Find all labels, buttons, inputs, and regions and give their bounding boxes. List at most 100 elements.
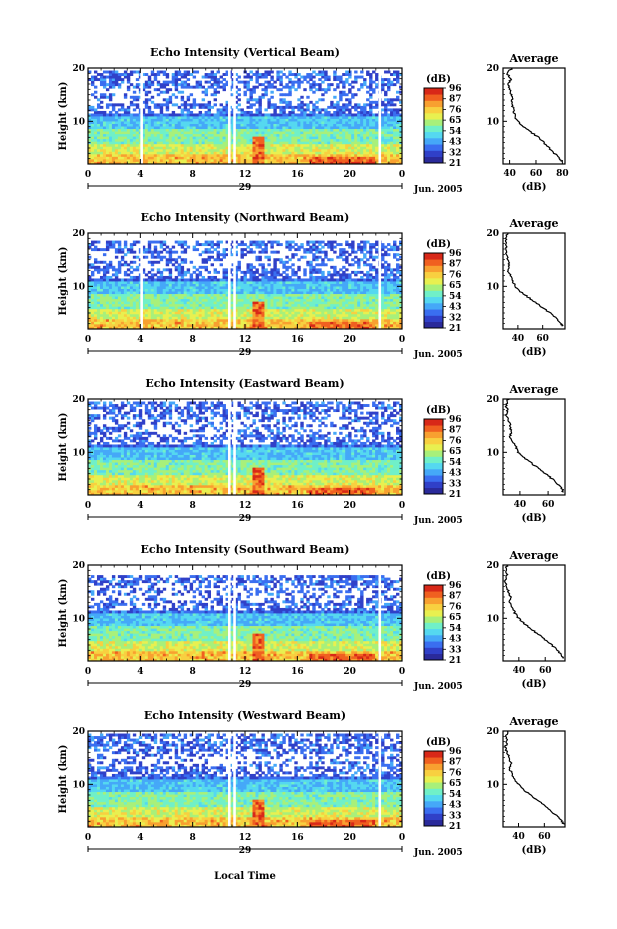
- x-tick-label: 0: [85, 170, 91, 180]
- colorbar-segment: [424, 591, 443, 598]
- colorbar-segment: [424, 813, 443, 821]
- x-tick-label: 16: [291, 667, 304, 677]
- y-tick-label: 20: [72, 395, 85, 405]
- average-title: Average: [508, 52, 558, 65]
- colorbar-tick-label: 87: [449, 426, 462, 436]
- colorbar-frame: [423, 418, 444, 495]
- average-y-tick-label: 20: [486, 229, 499, 239]
- colorbar-frame: [423, 87, 444, 164]
- colorbar-segment: [424, 138, 443, 145]
- x-tick-label: 16: [291, 170, 304, 180]
- colorbar-tick-label: 76: [449, 105, 462, 115]
- average-title: Average: [508, 383, 558, 396]
- panel-0: Echo Intensity (Vertical Beam)1020Height…: [58, 46, 569, 195]
- date-label: Jun. 2005: [413, 350, 463, 360]
- x-tick-label: 20: [343, 335, 356, 345]
- colorbar-frame: [423, 584, 444, 661]
- x-tick-label: 8: [190, 667, 196, 677]
- average-x-tick-label: 60: [542, 500, 555, 510]
- colorbar-segment: [424, 647, 443, 655]
- average-frame: [502, 398, 566, 496]
- colorbar-tick-label: 32: [449, 313, 462, 323]
- x-tick-label: 4: [137, 501, 143, 511]
- colorbar-segment: [424, 456, 443, 464]
- colorbar-segment: [424, 603, 443, 611]
- average-profile-line: [504, 232, 564, 327]
- colorbar-segment: [424, 794, 443, 802]
- day-label: 29: [239, 680, 252, 690]
- y-tick-label: 20: [72, 229, 85, 239]
- colorbar-segment: [424, 265, 443, 273]
- data-gap: [378, 565, 382, 661]
- y-tick-label: 10: [72, 614, 85, 624]
- colorbar-segment: [424, 597, 443, 605]
- colorbar-tick-label: 21: [449, 822, 462, 832]
- colorbar-tick-label: 76: [449, 768, 462, 778]
- average-x-label: (dB): [522, 679, 547, 690]
- colorbar-segment: [424, 776, 443, 783]
- colorbar-segment: [424, 303, 443, 310]
- colorbar-segment: [424, 653, 443, 661]
- colorbar-segment: [424, 106, 443, 114]
- panel-title: Echo Intensity (Southward Beam): [141, 543, 350, 556]
- colorbar-segment: [424, 144, 443, 151]
- colorbar-segment: [424, 469, 443, 476]
- heatmap-cells: [88, 240, 403, 330]
- colorbar-segment: [424, 88, 443, 95]
- colorbar-tick-label: 65: [449, 779, 462, 789]
- panel-4: Echo Intensity (Westward Beam)1020Height…: [58, 709, 566, 858]
- colorbar-segment: [424, 462, 443, 470]
- y-tick-label: 10: [72, 448, 85, 458]
- colorbar-tick-label: 43: [449, 801, 462, 811]
- colorbar-segment: [424, 315, 443, 323]
- data-gap: [140, 233, 143, 329]
- colorbar-tick-label: 54: [449, 624, 462, 634]
- colorbar-segment: [424, 253, 443, 260]
- colorbar-label: (dB): [426, 737, 451, 748]
- data-gap: [228, 68, 231, 164]
- colorbar-tick-label: 96: [449, 84, 462, 94]
- average-x-tick-label: 80: [556, 169, 569, 179]
- average-x-tick-label: 40: [513, 666, 526, 676]
- colorbar-label: (dB): [426, 405, 451, 416]
- average-y-tick-label: 20: [486, 727, 499, 737]
- colorbar-segment: [424, 100, 443, 108]
- x-tick-label: 0: [399, 667, 405, 677]
- heatmap-cells: [88, 575, 403, 662]
- colorbar-segment: [424, 290, 443, 298]
- x-tick-label: 12: [239, 667, 252, 677]
- colorbar-segment: [424, 585, 443, 592]
- x-tick-label: 0: [85, 501, 91, 511]
- x-tick-label: 4: [137, 667, 143, 677]
- x-tick-label: 0: [399, 501, 405, 511]
- data-gap: [233, 68, 236, 164]
- average-y-tick-label: 10: [486, 282, 499, 292]
- x-tick-label: 0: [399, 170, 405, 180]
- colorbar-segment: [424, 635, 443, 642]
- average-x-tick-label: 60: [536, 334, 549, 344]
- average-y-tick-label: 20: [486, 64, 499, 74]
- data-gap: [233, 233, 236, 329]
- panel-title: Echo Intensity (Westward Beam): [144, 709, 346, 722]
- y-tick-label: 10: [72, 780, 85, 790]
- data-gap: [233, 399, 236, 495]
- x-tick-label: 12: [239, 170, 252, 180]
- panel-title: Echo Intensity (Vertical Beam): [150, 46, 340, 59]
- colorbar-tick-label: 21: [449, 324, 462, 334]
- average-profile-line: [504, 398, 565, 493]
- date-label: Jun. 2005: [413, 848, 463, 858]
- colorbar-tick-label: 21: [449, 159, 462, 169]
- x-tick-label: 8: [190, 335, 196, 345]
- x-tick-label: 4: [137, 335, 143, 345]
- y-tick-label: 10: [72, 117, 85, 127]
- x-tick-label: 0: [399, 335, 405, 345]
- y-tick-label: 10: [72, 282, 85, 292]
- colorbar-segment: [424, 610, 443, 617]
- x-tick-label: 4: [137, 170, 143, 180]
- colorbar-segment: [424, 819, 443, 827]
- day-label: 29: [239, 183, 252, 193]
- colorbar-segment: [424, 807, 443, 814]
- colorbar-segment: [424, 94, 443, 101]
- x-tick-label: 12: [239, 833, 252, 843]
- colorbar-tick-label: 33: [449, 479, 462, 489]
